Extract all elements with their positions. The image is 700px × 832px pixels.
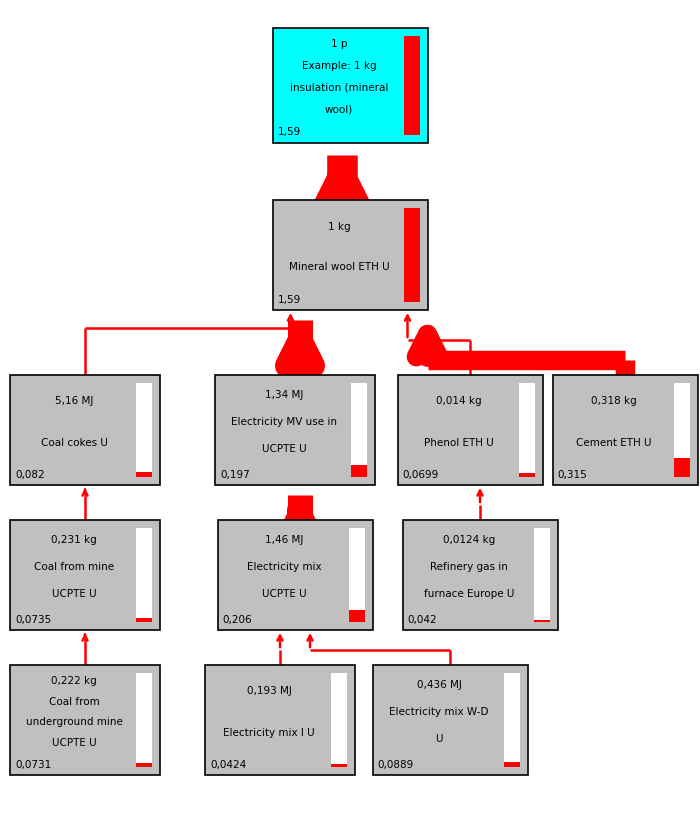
- Text: Refinery gas in: Refinery gas in: [430, 562, 508, 572]
- Text: 0,231 kg: 0,231 kg: [51, 535, 97, 545]
- Text: Phenol ETH U: Phenol ETH U: [424, 438, 494, 448]
- Text: Coal cokes U: Coal cokes U: [41, 438, 107, 448]
- Text: insulation (mineral: insulation (mineral: [290, 83, 389, 93]
- Text: 1,46 MJ: 1,46 MJ: [265, 535, 303, 545]
- Text: 0,082: 0,082: [15, 470, 45, 480]
- Text: Electricity mix I U: Electricity mix I U: [223, 727, 315, 737]
- Bar: [503, 762, 519, 767]
- Bar: [136, 528, 152, 622]
- Text: 0,206: 0,206: [223, 615, 252, 625]
- Bar: [272, 27, 428, 142]
- Bar: [372, 665, 528, 775]
- Text: 1,59: 1,59: [277, 127, 301, 137]
- Text: 1 p: 1 p: [330, 39, 347, 49]
- Bar: [533, 528, 550, 622]
- Text: 0,042: 0,042: [407, 615, 437, 625]
- Bar: [10, 520, 160, 630]
- Text: 0,318 kg: 0,318 kg: [591, 397, 637, 407]
- Bar: [272, 200, 428, 310]
- Text: 0,0735: 0,0735: [15, 615, 51, 625]
- Bar: [136, 763, 152, 767]
- Bar: [349, 610, 365, 622]
- Text: 0,0124 kg: 0,0124 kg: [443, 535, 495, 545]
- Bar: [215, 375, 375, 485]
- Bar: [351, 383, 367, 477]
- Bar: [533, 620, 550, 622]
- Bar: [218, 520, 372, 630]
- Bar: [10, 375, 160, 485]
- Bar: [673, 458, 690, 477]
- Bar: [519, 473, 535, 477]
- Bar: [351, 465, 367, 477]
- Text: 0,0889: 0,0889: [377, 760, 414, 770]
- Bar: [503, 673, 519, 767]
- Bar: [403, 208, 419, 302]
- Text: 0,0699: 0,0699: [402, 470, 439, 480]
- Bar: [136, 673, 152, 767]
- Text: 0,315: 0,315: [557, 470, 587, 480]
- Text: 0,197: 0,197: [220, 470, 250, 480]
- Text: UCPTE U: UCPTE U: [52, 589, 97, 599]
- Text: underground mine: underground mine: [26, 717, 122, 727]
- Bar: [403, 208, 419, 302]
- Text: Example: 1 kg: Example: 1 kg: [302, 61, 377, 71]
- Text: 0,436 MJ: 0,436 MJ: [416, 680, 461, 690]
- Bar: [403, 36, 419, 135]
- Bar: [673, 383, 690, 477]
- Bar: [398, 375, 542, 485]
- Text: Cement ETH U: Cement ETH U: [576, 438, 652, 448]
- Text: U: U: [435, 735, 442, 745]
- Bar: [552, 375, 697, 485]
- Text: 0,014 kg: 0,014 kg: [436, 397, 482, 407]
- Text: 0,222 kg: 0,222 kg: [51, 676, 97, 686]
- Bar: [349, 528, 365, 622]
- Text: 0,193 MJ: 0,193 MJ: [246, 686, 291, 696]
- Text: wool): wool): [325, 105, 353, 115]
- Bar: [403, 36, 419, 135]
- Bar: [519, 383, 535, 477]
- Bar: [136, 617, 152, 622]
- Text: UCPTE U: UCPTE U: [52, 738, 97, 748]
- Text: 0,0731: 0,0731: [15, 760, 51, 770]
- Bar: [205, 665, 355, 775]
- Bar: [10, 665, 160, 775]
- Text: Mineral wool ETH U: Mineral wool ETH U: [288, 263, 389, 273]
- Text: 1,34 MJ: 1,34 MJ: [265, 389, 303, 399]
- Text: Electricity MV use in: Electricity MV use in: [231, 417, 337, 427]
- Text: Electricity mix W-D: Electricity mix W-D: [389, 707, 489, 717]
- Text: 1 kg: 1 kg: [328, 221, 350, 231]
- Text: furnace Europe U: furnace Europe U: [424, 589, 514, 599]
- Text: Coal from: Coal from: [48, 696, 99, 706]
- Text: UCPTE U: UCPTE U: [262, 444, 307, 454]
- Bar: [331, 765, 347, 767]
- Text: Electricity mix: Electricity mix: [246, 562, 321, 572]
- Bar: [136, 383, 152, 477]
- Text: 0,0424: 0,0424: [210, 760, 246, 770]
- Text: 5,16 MJ: 5,16 MJ: [55, 397, 93, 407]
- Text: UCPTE U: UCPTE U: [262, 589, 307, 599]
- Bar: [331, 673, 347, 767]
- Text: Coal from mine: Coal from mine: [34, 562, 114, 572]
- Bar: [136, 472, 152, 477]
- Text: 1,59: 1,59: [277, 295, 301, 305]
- Bar: [402, 520, 557, 630]
